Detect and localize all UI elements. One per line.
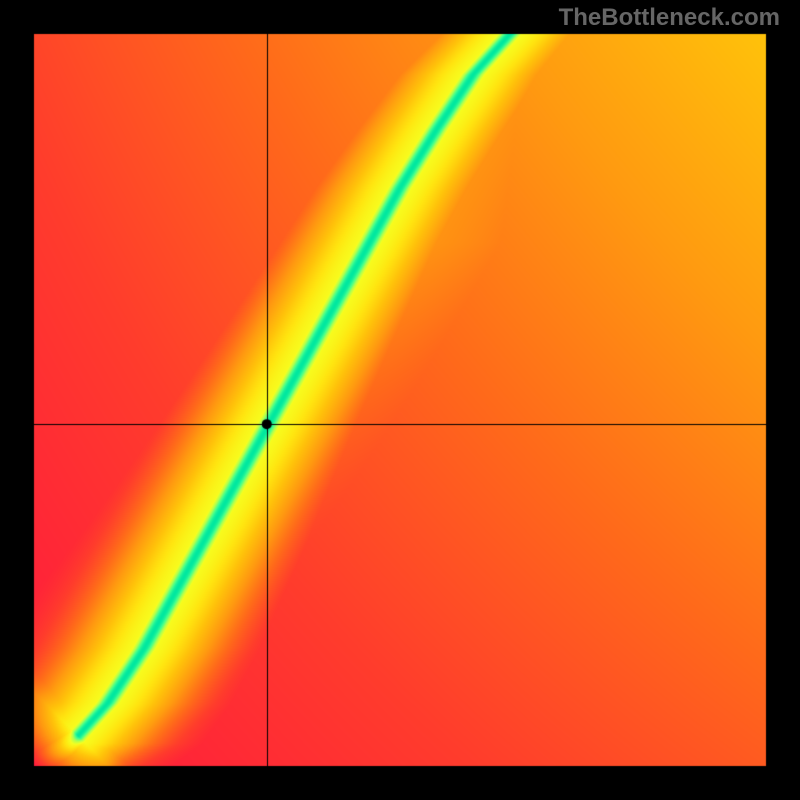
heatmap-canvas [0, 0, 800, 800]
watermark-text: TheBottleneck.com [559, 4, 780, 32]
chart-container: TheBottleneck.com [0, 0, 800, 800]
